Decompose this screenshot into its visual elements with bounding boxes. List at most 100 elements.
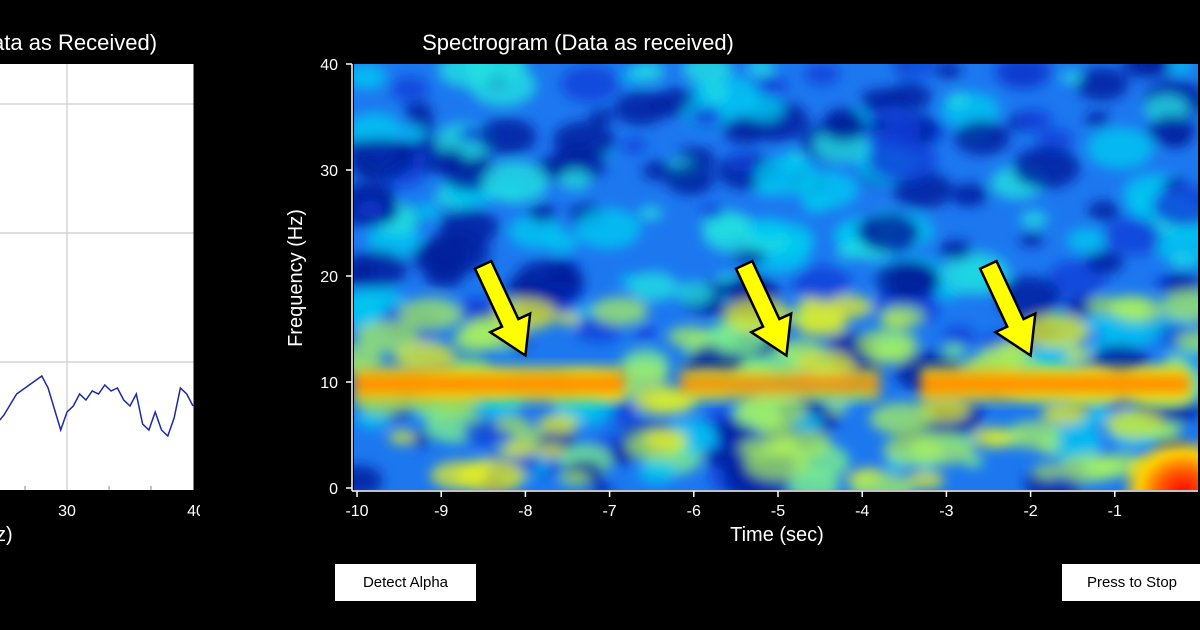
heatmap-texture [804, 64, 840, 86]
y-tick-label-10: 10 [320, 375, 338, 392]
heatmap-texture [1063, 348, 1091, 362]
heatmap-texture [401, 125, 426, 141]
heatmap-texture [354, 250, 408, 289]
heatmap-texture [629, 271, 678, 302]
spectrogram-axes [351, 64, 1198, 492]
heatmap-texture [1041, 401, 1088, 425]
heatmap-texture [755, 182, 778, 197]
heatmap-texture [1066, 228, 1106, 253]
heatmap-texture [633, 325, 658, 341]
heatmap-texture [888, 262, 940, 295]
left-x-minor-ticks [24, 486, 152, 490]
left-series-line [0, 374, 194, 438]
alpha-band-left [354, 362, 624, 406]
x-tick-label--3: -3 [939, 503, 953, 520]
heatmap-texture [560, 471, 591, 486]
press-to-stop-button[interactable]: Press to Stop [1062, 564, 1200, 601]
heatmap-texture [527, 204, 558, 223]
heatmap-texture [698, 204, 724, 220]
left-panel-title: ata as Received) [0, 30, 158, 55]
heatmap-texture [795, 310, 848, 337]
heatmap-texture [354, 112, 403, 148]
heatmap-texture [639, 205, 663, 221]
heatmap-texture [867, 137, 938, 181]
heatmap-texture [632, 385, 691, 415]
annotation-arrow-2 [734, 259, 793, 358]
heatmap-texture [725, 152, 757, 172]
heatmap-texture [745, 447, 810, 480]
y-tick-label-20: 20 [320, 269, 338, 286]
heatmap-texture [544, 231, 579, 253]
heatmap-texture [514, 259, 585, 303]
heatmap-texture [946, 92, 969, 107]
heatmap-texture [536, 443, 567, 459]
heatmap-texture [556, 312, 581, 325]
heatmap-texture [618, 362, 670, 388]
heatmap-texture [459, 125, 485, 142]
y-tick-label-0: 0 [329, 481, 338, 498]
heatmap-texture [504, 440, 539, 457]
heatmap-texture [388, 430, 417, 445]
heatmap-texture [942, 344, 965, 359]
heatmap-texture [857, 213, 920, 253]
heatmap-texture [1122, 64, 1163, 78]
alpha-band-middle [680, 364, 880, 404]
heatmap-texture [404, 101, 433, 120]
heatmap-texture [951, 183, 988, 207]
heatmap-texture [1033, 464, 1063, 479]
heatmap-texture [749, 217, 788, 242]
heatmap-texture [682, 64, 732, 85]
heatmap-texture [438, 64, 496, 88]
left-x-tick-40: 40 [187, 503, 200, 520]
annotation-arrow-3 [978, 259, 1037, 358]
heatmap-texture [511, 426, 545, 443]
heatmap-texture [412, 203, 440, 220]
heatmap-texture [1085, 111, 1110, 127]
detect-alpha-button[interactable]: Detect Alpha [335, 564, 476, 601]
heatmap-texture [675, 281, 714, 306]
x-axis-label: Time (sec) [730, 524, 824, 546]
heatmap-texture [855, 105, 921, 147]
annotation-arrows [473, 259, 1037, 358]
heatmap-texture [357, 200, 384, 218]
heatmap-texture [481, 161, 549, 204]
heatmap-texture [1015, 108, 1053, 132]
alpha-band-right [920, 362, 1190, 406]
heatmap-texture [398, 298, 463, 331]
heatmap-texture [456, 458, 525, 490]
heatmap-texture [1060, 70, 1082, 84]
heatmap-texture [644, 428, 688, 451]
left-x-axis-label: z) [0, 524, 13, 546]
heatmap-texture [1020, 210, 1048, 228]
y-axis-ticks: 0 10 20 30 40 [320, 57, 352, 498]
heatmap-texture [1152, 184, 1198, 227]
heatmap-texture [850, 472, 914, 490]
y-tick-label-30: 30 [320, 163, 338, 180]
heatmap-texture [477, 118, 537, 156]
heatmap-texture [1005, 420, 1061, 449]
heatmap-texture [538, 413, 580, 434]
heatmap-texture [994, 64, 1053, 90]
heatmap-texture [857, 328, 919, 360]
heatmap-texture [462, 419, 504, 446]
heatmap-texture [1058, 453, 1117, 483]
spectrogram-heatmap [354, 64, 1198, 490]
heatmap-texture [883, 435, 944, 466]
heatmap-texture [1075, 67, 1129, 101]
spectrogram-title: Spectrogram (Data as received) [422, 30, 734, 55]
heatmap-texture [1086, 127, 1154, 169]
left-gridlines [0, 64, 194, 490]
heatmap-texture [354, 464, 383, 490]
heatmap-texture [1103, 216, 1166, 256]
heatmap-texture [1036, 128, 1074, 152]
heatmap-texture [621, 137, 647, 154]
heatmap-texture [954, 120, 1011, 156]
heatmap-texture [638, 459, 677, 484]
heatmap-texture [792, 265, 851, 302]
heatmap-texture [1087, 200, 1120, 221]
heatmap-texture [588, 108, 614, 125]
heatmap-texture [438, 208, 499, 247]
heatmap-texture [797, 297, 827, 312]
heatmap-texture [1144, 94, 1189, 123]
heatmap-texture [741, 94, 785, 122]
